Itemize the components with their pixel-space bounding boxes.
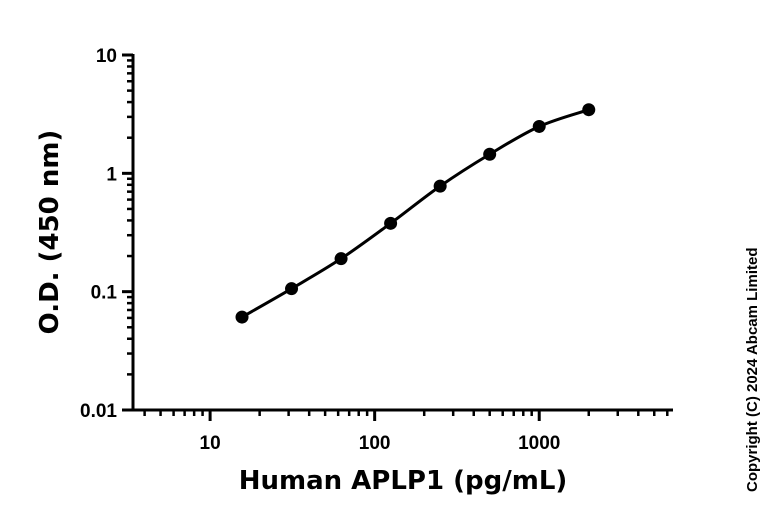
x-tick-label: 10 xyxy=(200,433,221,454)
x-tick-label: 1000 xyxy=(518,433,560,454)
copyright-notice: Copyright (C) 2024 Abcam Limited xyxy=(744,247,761,492)
y-tick-label: 10 xyxy=(96,46,117,67)
data-point xyxy=(334,252,348,266)
y-axis-title: O.D. (450 nm) xyxy=(35,130,65,335)
y-tick-label: 1 xyxy=(106,164,117,185)
y-axis: 0.01 0.1 1 10 xyxy=(80,46,135,422)
x-axis: 10 100 1000 xyxy=(131,408,673,454)
data-point xyxy=(483,147,497,161)
x-tick-label: 100 xyxy=(359,433,391,454)
data-point xyxy=(433,179,447,193)
x-axis-title: Human APLP1 (pg/mL) xyxy=(239,466,568,496)
y-tick-label: 0.1 xyxy=(91,283,118,304)
data-point xyxy=(285,282,299,296)
data-points xyxy=(235,103,596,324)
data-point xyxy=(384,216,398,230)
data-point xyxy=(235,310,249,324)
data-point xyxy=(532,119,546,133)
y-tick-label: 0.01 xyxy=(80,401,117,422)
data-point xyxy=(582,103,596,117)
